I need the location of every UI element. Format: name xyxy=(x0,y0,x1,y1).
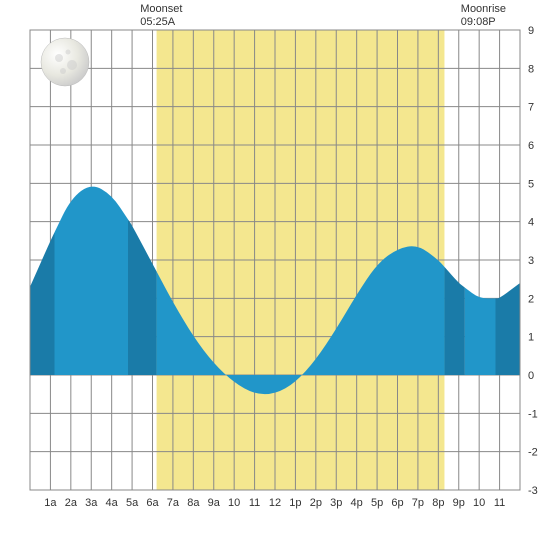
moonrise-label: Moonrise xyxy=(461,3,506,15)
x-tick-label: 1a xyxy=(44,497,57,509)
moon-icon xyxy=(41,38,89,86)
moonset-label: Moonset xyxy=(140,3,182,15)
y-tick-label: 4 xyxy=(528,217,534,229)
moonrise-time: 09:08P xyxy=(461,16,496,28)
x-tick-label: 7a xyxy=(167,497,180,509)
x-tick-label: 2a xyxy=(65,497,78,509)
x-tick-label: 6a xyxy=(146,497,159,509)
x-tick-label: 12 xyxy=(269,497,281,509)
tide-area-secondary xyxy=(444,267,464,375)
x-tick-label: 5a xyxy=(126,497,139,509)
tide-area-primary xyxy=(465,288,496,375)
x-tick-label: 4a xyxy=(106,497,119,509)
tide-area-primary xyxy=(55,187,129,375)
tide-area-secondary xyxy=(30,232,55,375)
y-tick-label: -1 xyxy=(528,408,538,420)
x-tick-label: 8a xyxy=(187,497,200,509)
y-tick-label: 6 xyxy=(528,140,534,152)
moon-crater xyxy=(66,50,71,55)
y-tick-label: -3 xyxy=(528,485,538,497)
x-tick-label: 3p xyxy=(330,497,342,509)
x-tick-label: 9a xyxy=(208,497,221,509)
y-tick-label: 5 xyxy=(528,178,534,190)
x-tick-label: 11 xyxy=(249,497,260,509)
y-tick-label: 2 xyxy=(528,293,534,305)
chart-svg: 1a2a3a4a5a6a7a8a9a1011121p2p3p4p5p6p7p8p… xyxy=(0,0,550,550)
y-tick-label: 0 xyxy=(528,370,534,382)
x-tick-label: 4p xyxy=(351,497,363,509)
y-tick-label: 8 xyxy=(528,63,534,75)
x-tick-label: 1p xyxy=(289,497,301,509)
y-tick-label: -2 xyxy=(528,447,538,459)
moon-crater xyxy=(60,68,66,74)
x-tick-label: 7p xyxy=(412,497,424,509)
x-tick-label: 8p xyxy=(432,497,444,509)
tide-chart: { "chart": { "type": "area", "width": 55… xyxy=(0,0,550,550)
x-tick-label: 10 xyxy=(473,497,485,509)
y-tick-label: 7 xyxy=(528,102,534,114)
y-tick-label: 1 xyxy=(528,332,534,344)
x-tick-label: 11 xyxy=(494,497,505,509)
y-tick-label: 9 xyxy=(528,25,534,37)
moon-crater xyxy=(67,60,77,70)
x-tick-label: 5p xyxy=(371,497,383,509)
x-tick-label: 3a xyxy=(85,497,98,509)
y-tick-label: 3 xyxy=(528,255,534,267)
x-tick-label: 10 xyxy=(228,497,240,509)
x-tick-label: 9p xyxy=(453,497,465,509)
moon-crater xyxy=(55,54,63,62)
x-tick-label: 2p xyxy=(310,497,322,509)
moonset-time: 05:25A xyxy=(140,16,176,28)
x-tick-label: 6p xyxy=(391,497,403,509)
